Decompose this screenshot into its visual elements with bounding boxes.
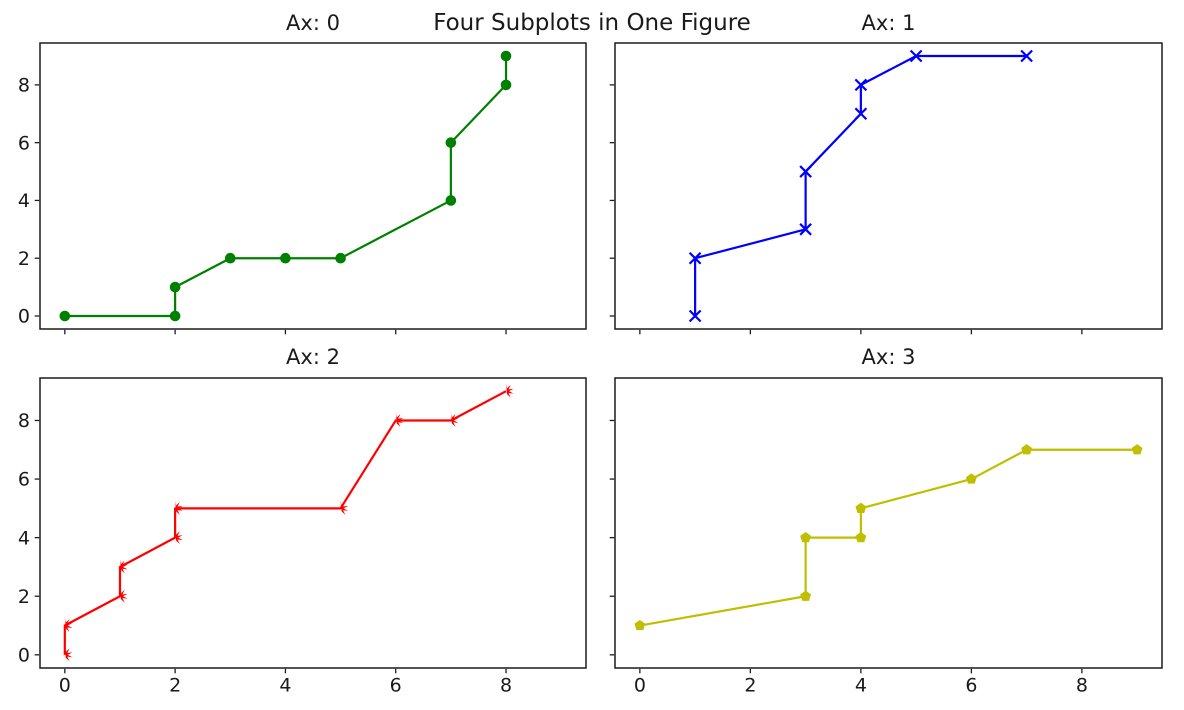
y-tick-label: 0 bbox=[18, 644, 30, 666]
y-tick-label: 4 bbox=[18, 190, 30, 212]
axes-frame bbox=[614, 42, 1163, 330]
subplot-2-title: Ax: 2 bbox=[286, 345, 340, 369]
data-marker bbox=[965, 473, 977, 484]
y-tick-label: 8 bbox=[18, 75, 30, 97]
data-marker bbox=[445, 137, 457, 148]
data-marker bbox=[395, 412, 404, 427]
data-line bbox=[639, 448, 1138, 627]
x-tick-label: 6 bbox=[390, 675, 402, 697]
data-line bbox=[64, 56, 508, 318]
data-marker bbox=[800, 531, 812, 543]
data-marker bbox=[175, 500, 183, 515]
x-tick-label: 4 bbox=[279, 675, 291, 697]
y-tick-label: 0 bbox=[18, 306, 30, 328]
subplot-0-title: Ax: 0 bbox=[286, 11, 340, 35]
y-tick-label: 8 bbox=[18, 410, 30, 432]
data-line bbox=[694, 54, 1027, 316]
data-marker bbox=[855, 502, 867, 513]
data-marker bbox=[854, 107, 868, 121]
y-tick-label: 2 bbox=[18, 248, 30, 270]
subplot-3-title: Ax: 3 bbox=[861, 345, 916, 369]
data-marker bbox=[688, 251, 702, 265]
subplot-1-axes bbox=[609, 42, 1163, 335]
data-marker bbox=[1021, 444, 1033, 455]
data-marker bbox=[119, 588, 128, 603]
data-marker bbox=[688, 309, 702, 323]
data-marker bbox=[799, 223, 812, 236]
y-tick-label: 2 bbox=[18, 586, 30, 608]
data-marker bbox=[506, 383, 514, 398]
data-marker bbox=[909, 49, 923, 63]
data-marker bbox=[340, 500, 349, 515]
data-marker bbox=[855, 531, 867, 543]
axes-frame bbox=[39, 377, 587, 669]
y-tick-label: 6 bbox=[18, 469, 30, 491]
subplot-1-title: Ax: 1 bbox=[861, 11, 916, 35]
subplot-0-axes: 0 2 4 6 8 bbox=[18, 42, 587, 335]
data-marker bbox=[335, 252, 346, 264]
data-marker bbox=[59, 310, 71, 322]
x-tick-label: 0 bbox=[634, 675, 646, 697]
data-marker bbox=[224, 252, 236, 264]
data-marker bbox=[175, 529, 183, 545]
x-tick-label: 0 bbox=[59, 675, 71, 697]
data-marker bbox=[1131, 444, 1143, 455]
x-tick-label: 2 bbox=[744, 675, 756, 697]
x-tick-label: 2 bbox=[169, 675, 181, 697]
x-tick-label: 8 bbox=[500, 675, 512, 697]
data-marker bbox=[800, 590, 812, 601]
subplot-2-axes: 0 2 4 6 8 0 2 4 6 8 bbox=[18, 377, 587, 697]
x-tick-label: 6 bbox=[965, 675, 977, 697]
data-marker bbox=[445, 195, 457, 206]
axes-frame bbox=[39, 42, 587, 330]
data-marker bbox=[450, 412, 459, 427]
data-marker bbox=[64, 646, 73, 662]
data-marker bbox=[169, 281, 181, 293]
data-marker bbox=[280, 252, 291, 264]
data-marker bbox=[64, 617, 73, 632]
subplot-3-axes: 0 2 4 6 8 bbox=[609, 377, 1163, 697]
data-marker bbox=[169, 310, 181, 322]
figure-suptitle: Four Subplots in One Figure bbox=[433, 10, 751, 36]
data-marker bbox=[500, 79, 512, 91]
data-marker bbox=[799, 165, 812, 178]
x-tick-label: 8 bbox=[1076, 675, 1088, 697]
data-marker bbox=[634, 619, 646, 631]
data-marker bbox=[1020, 49, 1033, 63]
data-marker bbox=[119, 558, 128, 574]
data-line bbox=[63, 390, 507, 655]
y-tick-label: 6 bbox=[18, 132, 30, 154]
x-tick-label: 4 bbox=[855, 675, 867, 697]
y-tick-label: 4 bbox=[18, 527, 30, 549]
data-marker bbox=[500, 50, 512, 62]
data-marker bbox=[854, 78, 868, 92]
axes-frame bbox=[614, 377, 1163, 669]
